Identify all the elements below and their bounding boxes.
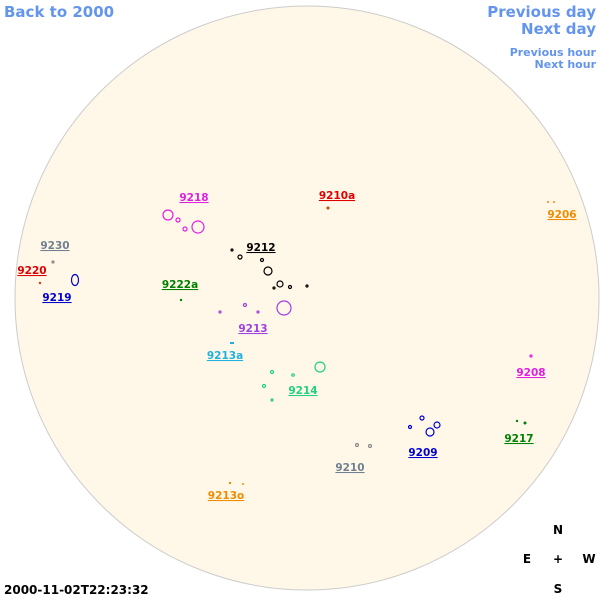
solar-disk	[14, 5, 600, 591]
region-label[interactable]: 9213o	[208, 490, 244, 502]
compass: N E + W S	[523, 523, 596, 596]
region-label[interactable]: 9212	[246, 242, 275, 254]
region-label[interactable]: 9210	[335, 462, 364, 474]
nav-link[interactable]: Next hour	[535, 58, 597, 71]
nav-link[interactable]: Previous hour	[510, 46, 597, 59]
region-label[interactable]: 9220	[17, 265, 46, 277]
region-labels: 9218 9210a 9206 9230 9212 9220 9219 9222…	[17, 190, 576, 502]
compass-east: E	[523, 552, 531, 566]
region-label[interactable]: 9219	[42, 292, 71, 304]
region-label[interactable]: 9222a	[162, 279, 198, 291]
compass-west: W	[582, 552, 595, 566]
region-label[interactable]: 9218	[179, 192, 208, 204]
nav-link[interactable]: Previous day	[487, 3, 596, 21]
region-label[interactable]: 9208	[516, 367, 545, 379]
sunspots	[38, 201, 555, 485]
compass-south: S	[554, 582, 563, 596]
compass-center: +	[553, 552, 563, 566]
region-label[interactable]: 9210a	[319, 190, 355, 202]
region-label[interactable]: 9230	[40, 240, 69, 252]
timestamp: 2000-11-02T22:23:32	[4, 583, 149, 597]
compass-north: N	[553, 523, 563, 537]
nav-link[interactable]: Back to 2000	[4, 3, 114, 21]
nav-link[interactable]: Next day	[521, 20, 596, 38]
region-label[interactable]: 9213	[238, 323, 267, 335]
region-label[interactable]: 9217	[504, 433, 533, 445]
region-label[interactable]: 9214	[288, 385, 317, 397]
region-label[interactable]: 9206	[547, 209, 576, 221]
region-label[interactable]: 9213a	[207, 350, 243, 362]
region-label[interactable]: 9209	[408, 447, 437, 459]
